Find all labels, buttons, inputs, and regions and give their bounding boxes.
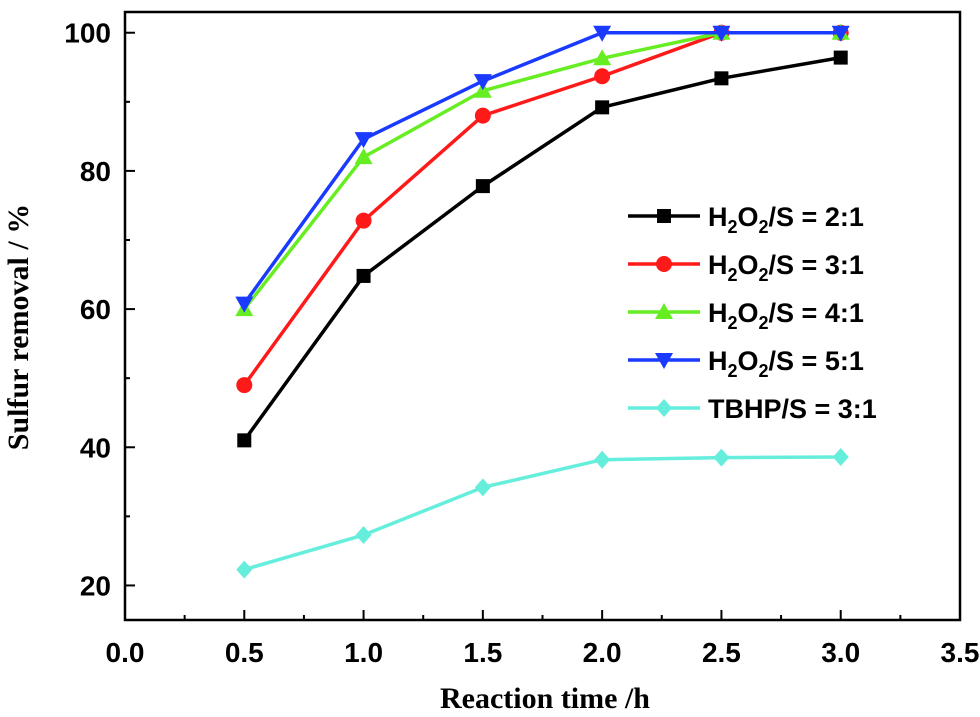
y-tick-label: 60 [80, 294, 111, 325]
legend-entry: H2O2/S = 4:1 [628, 298, 864, 333]
y-tick-label: 40 [80, 432, 111, 463]
x-tick-label: 0.5 [225, 637, 264, 668]
data-point [833, 50, 848, 65]
y-axis-title: Sulfur removal / % [2, 204, 35, 450]
legend-label: H2O2/S = 2:1 [708, 202, 864, 237]
legend-marker [656, 399, 672, 417]
series-4 [236, 447, 849, 579]
x-tick-label: 3.5 [941, 637, 980, 668]
legend-marker [655, 353, 673, 369]
data-point [713, 448, 730, 467]
data-point [594, 68, 611, 85]
data-point [712, 25, 731, 42]
x-tick-label: 1.0 [344, 637, 383, 668]
y-tick-label: 20 [80, 570, 111, 601]
data-point [594, 450, 611, 469]
legend-marker [655, 303, 673, 319]
data-point [355, 526, 372, 545]
data-point [236, 560, 253, 579]
y-tick-label: 100 [64, 18, 111, 49]
legend-label: H2O2/S = 4:1 [708, 298, 864, 333]
data-point [714, 71, 729, 86]
series-3 [235, 25, 850, 313]
x-axis-title: Reaction time /h [440, 682, 650, 715]
legend-entry: H2O2/S = 2:1 [628, 202, 864, 237]
data-point [354, 148, 373, 165]
legend-entry: TBHP/S = 3:1 [628, 394, 877, 424]
legend-marker [656, 256, 672, 272]
x-tick-label: 1.5 [463, 637, 502, 668]
series-line [243, 455, 841, 572]
data-point [237, 433, 252, 448]
data-point [355, 212, 372, 229]
data-point [475, 179, 490, 194]
x-tick-label: 2.5 [702, 637, 741, 668]
legend-label: H2O2/S = 3:1 [708, 250, 864, 285]
data-point [831, 25, 850, 42]
series-0 [237, 50, 848, 448]
data-point [236, 377, 253, 394]
legend-marker [657, 209, 671, 223]
data-point [474, 478, 491, 497]
x-tick-label: 2.0 [583, 637, 622, 668]
data-point [235, 296, 254, 313]
series-line [242, 55, 842, 442]
legend-label: TBHP/S = 3:1 [708, 394, 877, 424]
data-point [593, 25, 612, 42]
data-point [595, 100, 610, 115]
x-tick-label: 3.0 [821, 637, 860, 668]
data-point [354, 132, 373, 149]
x-tick-label: 0.0 [106, 637, 145, 668]
data-point [832, 447, 849, 466]
data-point [473, 74, 492, 91]
legend-entry: H2O2/S = 3:1 [628, 250, 864, 285]
data-point [474, 107, 491, 124]
legend-entry: H2O2/S = 5:1 [628, 346, 864, 381]
y-tick-label: 80 [80, 156, 111, 187]
series-line [242, 30, 841, 305]
legend-label: H2O2/S = 5:1 [708, 346, 864, 381]
data-point [593, 49, 612, 66]
data-point [356, 268, 371, 283]
